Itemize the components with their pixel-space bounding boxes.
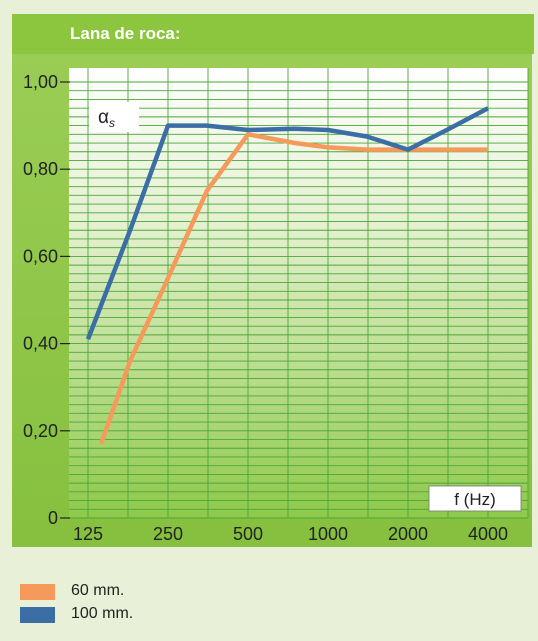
series-lines	[85, 106, 490, 445]
x-tick-label: 2000	[388, 524, 428, 544]
y-tick-labels: 0 0,20 0,40 0,60 0,80 1,00	[23, 72, 70, 528]
x-axis-label: f (Hz)	[454, 490, 496, 509]
chart-title: Lana de roca:	[70, 24, 181, 43]
y-tick-label: 0,40	[23, 334, 58, 354]
x-tick-labels: 125 250 500 1000 2000 4000	[73, 524, 508, 544]
legend-swatch-60mm	[20, 584, 55, 600]
legend-label-60mm: 60 mm.	[71, 582, 125, 599]
series-line-60mm	[98, 132, 488, 445]
x-tick-label: 125	[73, 524, 103, 544]
y-tick-label: 1,00	[23, 72, 58, 92]
absorption-chart: f (Hz) αs 00,200,400,600,801,00 125 250 50…	[12, 54, 532, 547]
x-tick-label: 500	[233, 524, 263, 544]
plot-area	[69, 68, 528, 518]
x-tick-label: 250	[153, 524, 183, 544]
series-line-100mm	[85, 106, 490, 341]
chart-header: Lana de roca:	[12, 14, 534, 54]
y-tick-label: 0,60	[23, 246, 58, 266]
y-tick-label: 0	[48, 508, 58, 528]
y-axis-label-box	[89, 102, 139, 132]
grid-lines	[69, 68, 529, 519]
legend-label-100mm: 100 mm.	[71, 605, 134, 622]
x-tick-label: 1000	[308, 524, 348, 544]
chart-figure: Lana de roca: f (Hz) αs 0 0,20 0,40 0,60 0,8…	[6, 6, 534, 629]
legend-swatch-100mm	[20, 607, 55, 623]
y-tick-label: 0,20	[23, 421, 58, 441]
x-axis-label-box	[428, 485, 522, 512]
x-tick-label: 4000	[468, 524, 508, 544]
y-tick-label: 0,80	[23, 159, 58, 179]
